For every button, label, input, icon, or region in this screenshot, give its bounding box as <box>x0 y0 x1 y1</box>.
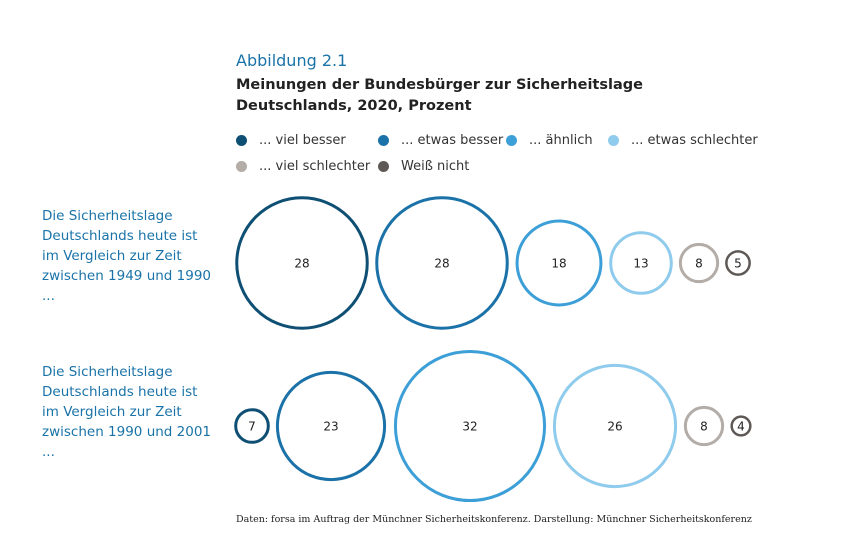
figure-label: Abbildung 2.1 <box>236 51 348 70</box>
legend-item-viel-schlechter: ... viel schlechter <box>236 159 370 174</box>
row-label-line: zwischen 1990 und 2001 <box>42 424 212 440</box>
legend-swatch <box>378 135 389 146</box>
bubble-value-label: 8 <box>700 420 708 434</box>
bubble <box>683 405 725 447</box>
legend-label: ... ähnlich <box>529 133 593 148</box>
row-label-line: zwischen 1949 und 1990 <box>42 268 212 284</box>
legend-item-weiss-nicht: Weiß nicht <box>378 159 469 174</box>
source-note: Daten: forsa im Auftrag der Münchner Sic… <box>236 514 752 525</box>
bubble <box>375 196 509 330</box>
bubble-value-label: 26 <box>607 420 622 434</box>
row-label-line: Die Sicherheitslage <box>42 208 173 224</box>
legend-label: Weiß nicht <box>401 159 470 174</box>
legend-item-etwas-besser: ... etwas besser <box>378 133 503 148</box>
bubble-value-label: 5 <box>734 257 742 271</box>
bubble-value-label: 23 <box>323 420 338 434</box>
bubble <box>552 363 678 489</box>
bubble-value-label: 28 <box>294 257 309 271</box>
legend-swatch <box>236 161 247 172</box>
bubble-value-label: 28 <box>434 257 449 271</box>
legend-label: ... etwas schlechter <box>631 133 758 148</box>
legend-item-viel-besser: ... viel besser <box>236 133 346 148</box>
bubble-value-label: 7 <box>248 420 256 434</box>
bubble <box>730 415 752 437</box>
legend-swatch <box>236 135 247 146</box>
row-label-1990-2001: Die Sicherheitslage Deutschlands heute i… <box>42 362 232 462</box>
row-label-line: Deutschlands heute ist <box>42 228 198 244</box>
chart-title-line: Meinungen der Bundesbürger zur Sicherhei… <box>236 77 643 93</box>
row-label-line: ... <box>42 288 55 304</box>
bubble <box>609 231 673 295</box>
bubble-value-label: 18 <box>551 257 566 271</box>
row-label-1949-1990: Die Sicherheitslage Deutschlands heute i… <box>42 206 232 306</box>
row-label-line: Die Sicherheitslage <box>42 364 173 380</box>
row-label-line: Deutschlands heute ist <box>42 384 198 400</box>
bubble <box>234 408 270 444</box>
bubble-value-label: 13 <box>633 257 648 271</box>
legend-item-aehnlich: ... ähnlich <box>506 133 593 148</box>
legend-swatch <box>506 135 517 146</box>
legend-label: ... etwas besser <box>401 133 504 148</box>
bubble <box>725 250 751 276</box>
chart-title: Meinungen der Bundesbürger zur Sicherhei… <box>236 75 643 117</box>
bubble <box>678 242 720 284</box>
legend-label: ... viel besser <box>259 133 346 148</box>
legend-label: ... viel schlechter <box>259 159 371 174</box>
bubble <box>275 370 387 482</box>
bubble <box>393 349 547 503</box>
bubble <box>235 196 369 330</box>
legend-swatch <box>378 161 389 172</box>
row-label-line: im Vergleich zur Zeit <box>42 404 182 420</box>
bubble <box>515 219 603 307</box>
legend-swatch <box>608 135 619 146</box>
bubble-value-label: 8 <box>695 257 703 271</box>
row-label-line: im Vergleich zur Zeit <box>42 248 182 264</box>
bubble-value-label: 4 <box>737 420 745 434</box>
legend-item-etwas-schlechter: ... etwas schlechter <box>608 133 758 148</box>
row-label-line: ... <box>42 444 55 460</box>
chart-title-line: Deutschlands, 2020, Prozent <box>236 98 472 114</box>
bubble-value-label: 32 <box>462 420 477 434</box>
